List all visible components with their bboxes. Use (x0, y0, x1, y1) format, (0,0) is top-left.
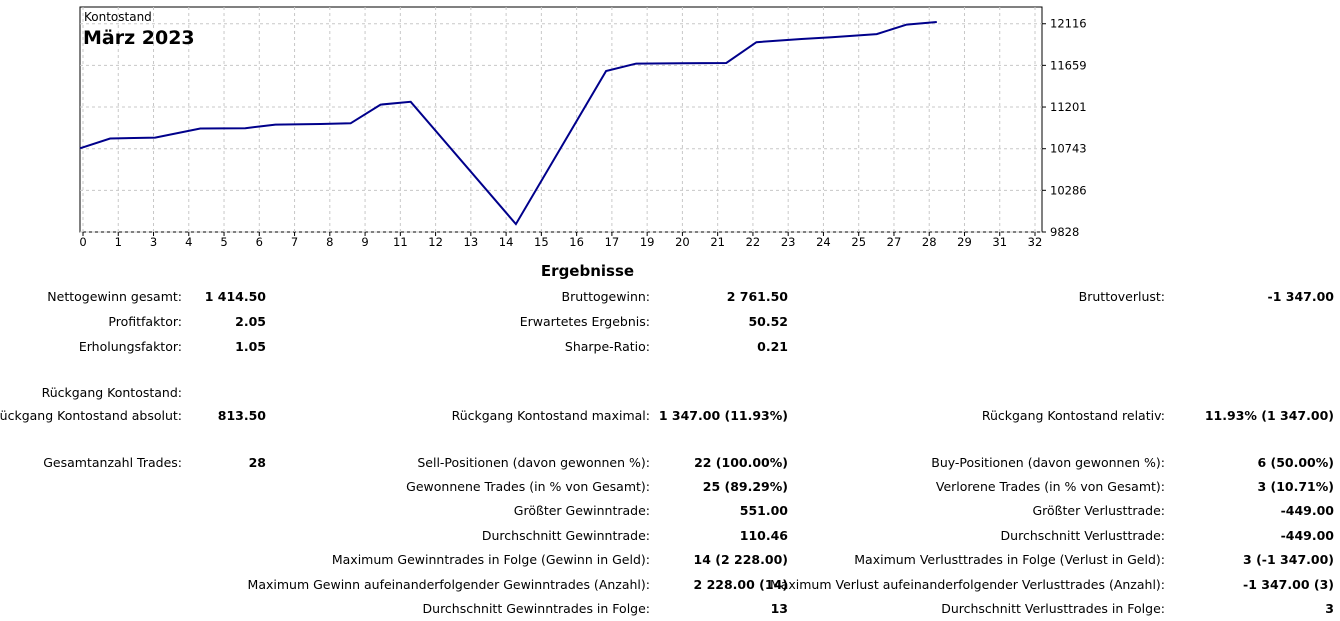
stat-value: 50.52 (748, 314, 788, 329)
stat-value: 25 (89.29%) (702, 479, 788, 494)
x-tick-label: 21 (710, 235, 725, 249)
y-tick-label: 12116 (1050, 17, 1087, 31)
x-tick-label: 0 (79, 235, 86, 249)
balance-series-line (79, 21, 937, 226)
stat-label: Durchschnitt Gewinntrades in Folge: (422, 601, 650, 616)
stat-value: 2.05 (235, 314, 266, 329)
x-tick-label: 15 (534, 235, 549, 249)
x-tick-label: 32 (1028, 235, 1043, 249)
stat-label: Rückgang Kontostand maximal: (451, 408, 650, 423)
y-tick-label: 11659 (1050, 58, 1087, 72)
stat-label: Größter Verlusttrade: (1032, 503, 1165, 518)
x-tick-label: 13 (464, 235, 479, 249)
stat-label: Gewonnene Trades (in % von Gesamt): (406, 479, 650, 494)
stat-value: 11.93% (1 347.00) (1204, 408, 1334, 423)
stat-label: Maximum Gewinn aufeinanderfolgender Gewi… (247, 577, 650, 592)
stat-value: 1 414.50 (204, 289, 266, 304)
x-tick-label: 4 (185, 235, 192, 249)
x-tick-label: 31 (992, 235, 1007, 249)
stat-value: 28 (248, 455, 266, 470)
stat-value: 0.21 (757, 339, 788, 354)
x-tick-label: 20 (675, 235, 690, 249)
stat-value: 3 (1325, 601, 1334, 616)
stat-label: Größter Gewinntrade: (513, 503, 650, 518)
y-axis-ticks: 12116 11659 11201 10743 10286 9828 (1042, 17, 1087, 239)
stat-label: Durchschnitt Gewinntrade: (481, 528, 650, 543)
chart-title: März 2023 (83, 27, 195, 49)
stat-value: 14 (2 228.00) (693, 552, 788, 567)
stat-value: 813.50 (217, 408, 266, 423)
x-tick-label: 5 (220, 235, 227, 249)
x-tick-label: 3 (150, 235, 157, 249)
stat-value: 22 (100.00%) (694, 455, 788, 470)
stat-label: Profitfaktor: (108, 314, 182, 329)
stat-label: Maximum Gewinntrades in Folge (Gewinn in… (331, 552, 650, 567)
stat-label: Durchschnitt Verlusttrades in Folge: (941, 601, 1165, 616)
stat-value: -449.00 (1280, 503, 1334, 518)
stat-value: 13 (770, 601, 788, 616)
stat-label: Buy-Positionen (davon gewonnen %): (931, 455, 1165, 470)
stat-label: Rückgang Kontostand: (41, 385, 182, 400)
stat-label: Rückgang Kontostand absolut: (0, 408, 182, 423)
x-tick-label: 17 (605, 235, 620, 249)
x-tick-label: 25 (851, 235, 866, 249)
x-tick-label: 28 (922, 235, 937, 249)
stat-label: Sharpe-Ratio: (564, 339, 650, 354)
x-tick-label: 14 (499, 235, 514, 249)
x-tick-label: 6 (256, 235, 263, 249)
stat-label: Erwartetes Ergebnis: (519, 314, 650, 329)
x-tick-label: 27 (887, 235, 902, 249)
x-tick-label: 11 (393, 235, 408, 249)
x-tick-label: 19 (640, 235, 655, 249)
x-tick-label: 23 (781, 235, 796, 249)
stat-value: 3 (-1 347.00) (1243, 552, 1334, 567)
x-tick-label: 7 (291, 235, 298, 249)
stat-value: -1 347.00 (3) (1243, 577, 1334, 592)
stat-value: 1.05 (235, 339, 266, 354)
x-tick-label: 9 (361, 235, 368, 249)
stat-value: 1 347.00 (11.93%) (658, 408, 788, 423)
x-axis-ticks: 0 1 3 4 5 6 7 8 9 11 12 13 14 15 16 17 19 20 21 22 23 24 25 27 2… (79, 232, 1042, 249)
stat-value: 110.46 (739, 528, 788, 543)
y-tick-label: 10743 (1050, 142, 1087, 156)
y-tick-label: 9828 (1050, 225, 1079, 239)
stat-label: Nettogewinn gesamt: (47, 289, 182, 304)
y-tick-label: 11201 (1050, 100, 1087, 114)
stat-label: Sell-Positionen (davon gewonnen %): (417, 455, 650, 470)
x-tick-label: 12 (428, 235, 443, 249)
stat-value: 2 228.00 (14) (693, 577, 788, 592)
x-tick-label: 29 (957, 235, 972, 249)
stat-label: Maximum Verlust aufeinanderfolgender Ver… (769, 577, 1165, 592)
stat-value: 6 (50.00%) (1257, 455, 1334, 470)
x-tick-label: 24 (816, 235, 831, 249)
plot-area (79, 6, 1043, 233)
stat-value: 2 761.50 (726, 289, 788, 304)
stat-label: Erholungsfaktor: (78, 339, 182, 354)
stat-label: Verlorene Trades (in % von Gesamt): (935, 479, 1165, 494)
balance-chart: 0 1 3 4 5 6 7 8 9 11 12 13 14 15 16 17 19 20 21 22 23 24 25 27 2… (79, 6, 1087, 249)
x-tick-label: 8 (326, 235, 333, 249)
stat-label: Maximum Verlusttrades in Folge (Verlust … (854, 552, 1165, 567)
stat-value: 3 (10.71%) (1257, 479, 1334, 494)
y-tick-label: 10286 (1050, 183, 1087, 197)
report-title: Ergebnisse (540, 262, 635, 280)
stat-label: Durchschnitt Verlusttrade: (1000, 528, 1165, 543)
x-tick-label: 1 (115, 235, 122, 249)
stat-label: Rückgang Kontostand relativ: (981, 408, 1165, 423)
grid-lines (80, 7, 1042, 233)
chart-label: Kontostand (84, 10, 152, 24)
stat-label: Gesamtanzahl Trades: (43, 455, 182, 470)
x-tick-label: 22 (746, 235, 761, 249)
stat-value: -449.00 (1280, 528, 1334, 543)
x-tick-label: 16 (569, 235, 584, 249)
stat-value: 551.00 (739, 503, 788, 518)
stat-value: -1 347.00 (1267, 289, 1334, 304)
stat-label: Bruttoverlust: (1078, 289, 1165, 304)
stat-label: Bruttogewinn: (561, 289, 650, 304)
